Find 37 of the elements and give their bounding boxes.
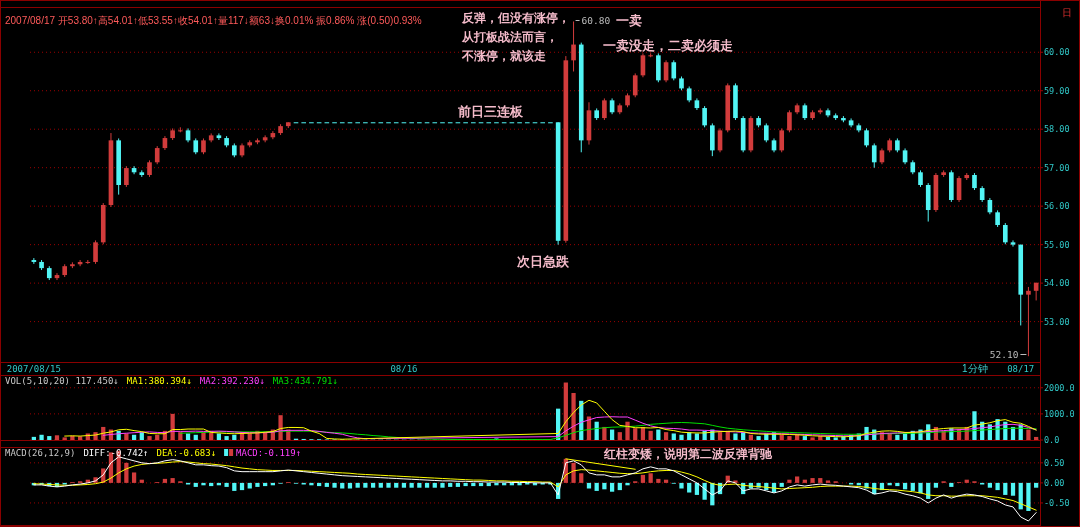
annotation: 次日急跌 (517, 254, 570, 269)
y-tick-label: 58.00 (1044, 124, 1070, 135)
y-tick-label: 60.00 (1044, 47, 1070, 58)
annotation: 52.10 (989, 349, 1019, 360)
annotation: 一卖没走，二卖必须走 (603, 38, 733, 53)
annotation: MACD(26,12,9) (5, 448, 76, 458)
annotation: 一卖 (616, 13, 642, 28)
x-tick-label: 08/17 (1007, 364, 1035, 374)
annotation: 前日三连板 (457, 104, 524, 119)
series-label: DEA:-0.683↓ (156, 448, 217, 458)
annotation: 60.80 (581, 15, 611, 26)
y-tick-label: 55.00 (1044, 239, 1070, 250)
y-tick-label: 54.00 (1044, 278, 1070, 289)
annotation: 反弹，但没有涨停， (461, 11, 570, 25)
y-tick-label: 2000.0 (1044, 382, 1075, 393)
text: MA2:392.230↓ (199, 376, 265, 386)
y-tick-label: 59.00 (1044, 85, 1070, 96)
x-tick-label: 2007/08/15 (6, 364, 61, 374)
annotation: VOL(5,10,20) 117.450↓ (5, 376, 119, 386)
y-tick-label: 57.00 (1044, 162, 1070, 173)
annotation: 从打板战法而言， (461, 30, 558, 44)
annotation: 2007/08/17 开53.80↑高54.01↑低53.55↑收54.01↑量117↓额63↓换0.01% 振0.86% 涨(0.50)0.93% (5, 15, 422, 26)
y-tick-label: -0.50 (1044, 497, 1070, 508)
text: MA1:380.394↓ (126, 376, 192, 386)
y-tick-label: 1000.0 (1044, 408, 1075, 419)
y-tick-label: 53.00 (1044, 316, 1070, 327)
annotation: 不涨停，就该走 (461, 49, 546, 63)
y-tick-label: 0.0 (1044, 435, 1060, 445)
y-tick-label: 0.50 (1044, 457, 1065, 468)
x-tick-label: 08/16 (390, 364, 418, 374)
text: MA3:434.791↓ (272, 376, 338, 386)
y-tick-label: 0.00 (1044, 477, 1065, 488)
text: 1分钟 (962, 363, 988, 374)
y-tick-label: 56.00 (1044, 201, 1070, 212)
legend-label: MACD:-0.119↑ (236, 448, 302, 458)
annotation: 红柱变矮，说明第二波反弹背驰 (603, 447, 773, 461)
text: 日 (1062, 7, 1072, 18)
